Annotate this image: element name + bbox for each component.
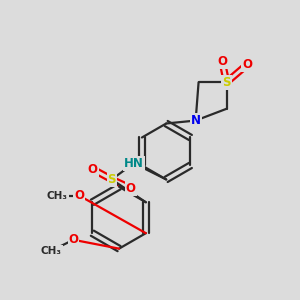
Text: O: O bbox=[217, 55, 227, 68]
Text: O: O bbox=[74, 189, 84, 202]
Text: O: O bbox=[126, 182, 136, 195]
Text: S: S bbox=[222, 76, 231, 89]
Text: HN: HN bbox=[124, 157, 144, 170]
Text: O: O bbox=[68, 233, 78, 246]
Text: CH₃: CH₃ bbox=[41, 246, 62, 256]
Text: N: N bbox=[190, 114, 201, 127]
Text: CH₃: CH₃ bbox=[47, 190, 68, 201]
Text: O: O bbox=[88, 163, 98, 176]
Text: O: O bbox=[242, 58, 252, 71]
Text: S: S bbox=[107, 173, 116, 186]
